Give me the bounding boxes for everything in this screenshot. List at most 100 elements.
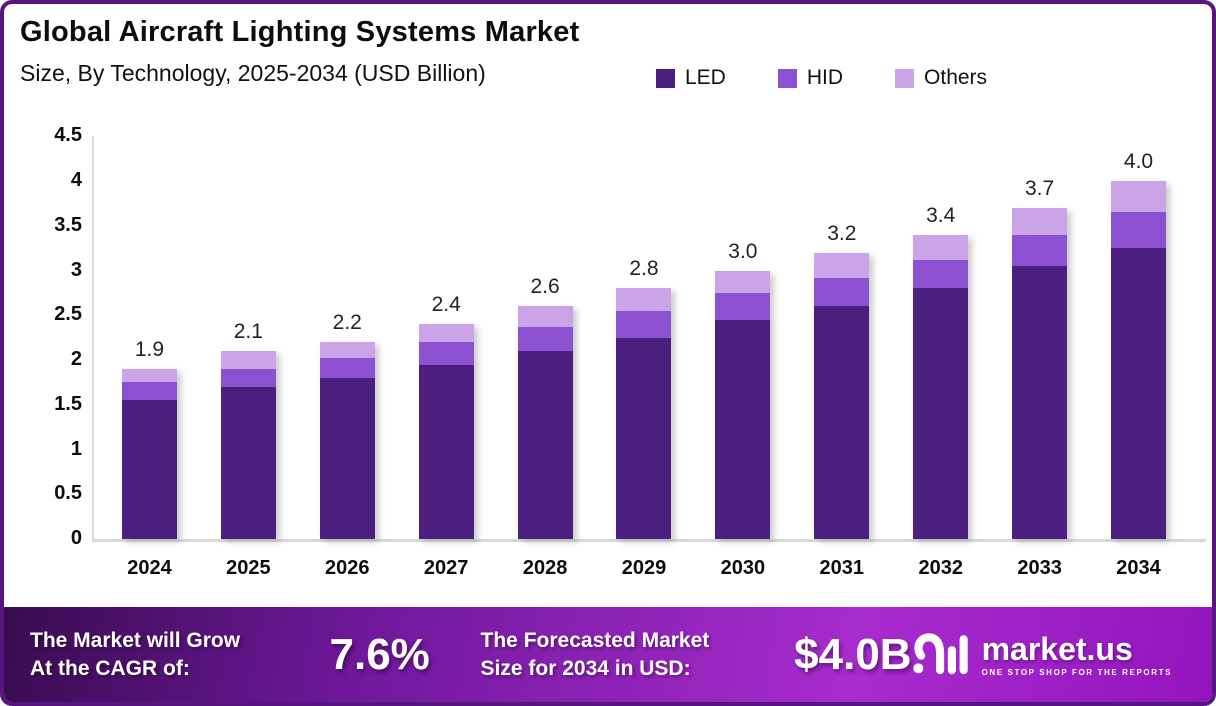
bar-segment-hid-2033 [1012,234,1068,266]
bar-segment-led-2032 [913,288,969,539]
bar-column-2033: 3.7 [990,177,1089,539]
bar-segment-hid-2026 [319,358,375,378]
y-axis-tick-1: 1 [70,437,82,460]
x-axis-label-2030: 2030 [720,557,766,579]
bar-column-2024: 1.9 [100,338,199,539]
bar-segment-others-2026 [319,342,375,359]
cagr-label-line2: At the CAGR of: [30,656,190,680]
bottom-banner: The Market will Grow At the CAGR of: 7.6… [4,607,1212,702]
bar-segment-led-2027 [418,364,474,539]
x-axis-label-2024: 2024 [127,557,172,579]
bar-segment-others-2024 [121,369,177,383]
bar-total-label-2029: 2.8 [629,257,659,281]
bar-segment-led-2034 [1111,248,1167,539]
bar-total-label-2033: 3.7 [1025,176,1055,200]
x-axis-label-2028: 2028 [522,557,568,579]
marketus-logo-icon [912,627,970,682]
y-axis-tick-3: 3 [70,258,82,281]
y-axis-tick-4: 4 [70,169,82,191]
cagr-value: 7.6% [329,629,430,679]
bar-stack-2026 [319,342,375,539]
bar-total-label-2031: 3.2 [827,221,857,245]
bar-stack-2025 [220,351,276,539]
bar-column-2031: 3.2 [792,222,891,539]
bar-segment-hid-2024 [121,382,177,401]
bar-segment-others-2032 [913,234,969,260]
bar-stack-2028 [517,306,573,539]
x-axis-label-2032: 2032 [918,557,963,579]
y-axis-tick-1.5: 1.5 [54,392,82,415]
x-axis-label-2031: 2031 [819,557,865,579]
x-axis-label-2025: 2025 [226,557,271,579]
page-title: Global Aircraft Lighting Systems Market [20,16,580,48]
bar-segment-hid-2025 [220,368,276,387]
bar-column-2025: 2.1 [199,320,298,539]
bar-total-label-2030: 3.0 [728,239,758,263]
bar-segment-hid-2028 [517,326,573,351]
bar-segment-led-2024 [121,400,177,539]
bar-segment-hid-2034 [1111,212,1167,249]
y-axis-tick-0.5: 0.5 [54,482,82,505]
bar-stack-2030 [715,270,771,539]
bar-column-2034: 4.0 [1089,150,1188,539]
bar-column-2028: 2.6 [496,275,595,539]
bar-segment-hid-2032 [913,259,969,289]
bar-total-label-2027: 2.4 [431,293,461,317]
bar-column-2026: 2.2 [298,311,397,539]
legend-item-led: LED [656,66,726,90]
bar-total-label-2034: 4.0 [1123,150,1154,174]
bar-segment-others-2031 [814,252,870,278]
y-axis-line [92,136,94,539]
bar-column-2032: 3.4 [891,204,990,539]
bar-segment-others-2029 [616,288,672,311]
forecast-label-line1: The Forecasted Market [480,629,710,653]
bar-stack-2029 [616,288,672,539]
bar-column-2030: 3.0 [693,240,792,539]
bar-total-label-2026: 2.2 [332,311,362,335]
bar-segment-others-2028 [517,306,573,327]
bar-segment-led-2031 [814,306,870,539]
bar-segment-others-2025 [220,351,276,369]
bar-column-2029: 2.8 [595,257,694,539]
x-axis-label-2027: 2027 [423,557,469,579]
bar-segment-others-2030 [715,270,771,293]
marketus-logo: market.us ONE STOP SHOP FOR THE REPORTS [912,627,1172,682]
bar-column-2027: 2.4 [397,293,496,539]
x-axis-label-2026: 2026 [325,557,370,579]
legend-item-hid: HID [777,66,844,90]
bars-container: 1.9 2.1 2.2 2.4 2.6 2.8 3.0 3.2 3.4 3.7 4.0 [100,150,1188,539]
bar-chart-plot: 4.5 4 3.5 3 2.5 2 1.5 1 0.5 0 1.9 2.1 2.2 2.4 2.6 2.8 3.… [4,4,1212,607]
bar-segment-others-2027 [418,324,474,343]
bar-segment-others-2033 [1012,207,1068,235]
bar-segment-led-2030 [715,319,771,539]
forecast-label: The Forecasted Market Size for 2034 in U… [481,627,753,682]
x-axis-label-2033: 2033 [1017,557,1062,579]
legend-label-led: LED [685,66,726,89]
y-axis-tick-3.5: 3.5 [54,213,82,236]
bar-stack-2024 [121,369,177,539]
marketus-logo-text: market.us [981,630,1133,667]
bar-total-label-2025: 2.1 [233,320,263,344]
cagr-label: The Market will Grow At the CAGR of: [30,627,285,682]
x-axis-line [92,539,1206,542]
bar-segment-hid-2029 [616,310,672,338]
bar-segment-led-2025 [220,386,276,539]
bar-segment-led-2028 [517,351,573,539]
bar-segment-led-2026 [319,377,375,539]
chart-subtitle: Size, By Technology, 2025-2034 (USD Bill… [20,60,486,86]
x-axis-label-2034: 2034 [1116,557,1161,579]
legend-swatch-others [895,68,915,88]
bar-total-label-2028: 2.6 [530,275,560,299]
cagr-label-line1: The Market will Grow [30,629,241,653]
bar-segment-led-2029 [616,337,672,539]
bar-segment-others-2034 [1111,181,1167,213]
bar-segment-hid-2031 [814,277,870,307]
legend-label-hid: HID [806,66,844,89]
bar-segment-hid-2030 [715,292,771,320]
forecast-value: $4.0B [794,629,912,679]
forecast-label-line2: Size for 2034 in USD: [480,656,691,680]
bar-segment-hid-2027 [418,342,474,365]
y-axis-tick-2: 2 [70,348,82,370]
legend-swatch-led [656,68,675,88]
